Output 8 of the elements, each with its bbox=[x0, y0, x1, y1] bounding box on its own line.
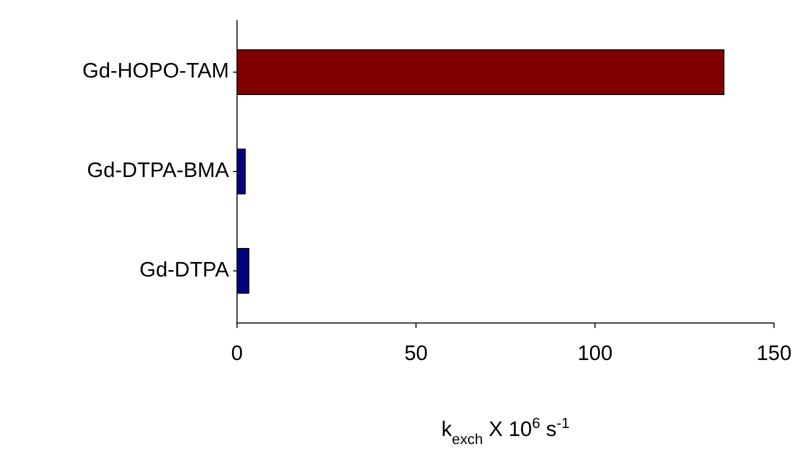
y-tick-label: Gd-DTPA bbox=[140, 258, 229, 282]
x-tick-label: 50 bbox=[404, 342, 428, 365]
x-tick-label: 100 bbox=[577, 342, 613, 365]
x-tick-label: 0 bbox=[231, 342, 243, 365]
x-axis-title: k$_{exch}$ X 10$^{6}$ s$^{-1}$ bbox=[441, 416, 570, 448]
x-tick-label: 150 bbox=[756, 342, 792, 365]
y-tick-label: Gd-HOPO-TAM bbox=[82, 60, 229, 83]
y-tick-label: Gd-DTPA-BMA bbox=[87, 159, 229, 182]
